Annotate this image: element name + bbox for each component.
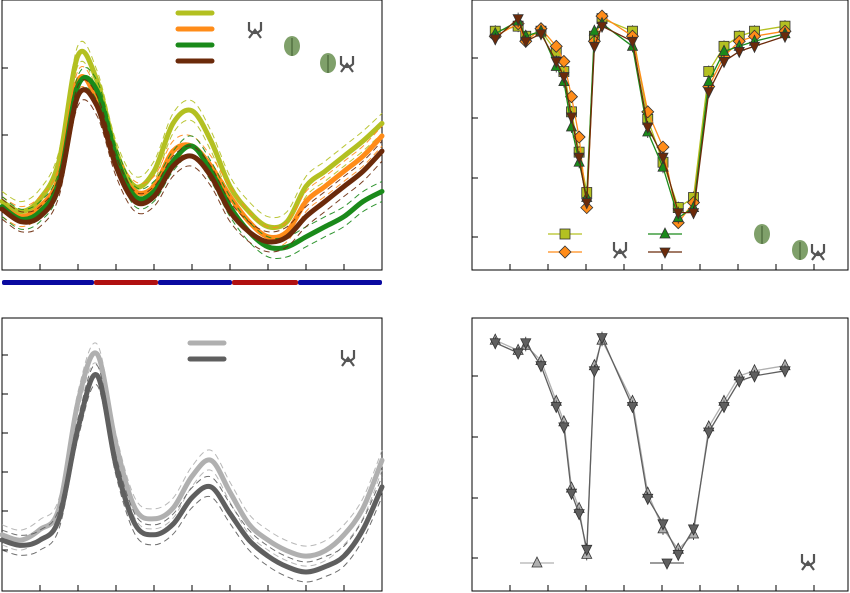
data-point bbox=[512, 14, 524, 26]
panel-top-right-frame bbox=[471, 0, 849, 271]
data-point bbox=[626, 36, 639, 49]
plant-icon bbox=[284, 36, 300, 56]
data-point bbox=[549, 39, 563, 53]
data-point bbox=[573, 152, 585, 165]
series-bottom-left bbox=[0, 342, 385, 583]
data-point bbox=[661, 558, 673, 570]
series-bottom-right bbox=[489, 331, 791, 562]
data-point bbox=[779, 31, 791, 44]
data-point bbox=[558, 245, 572, 259]
data-point bbox=[565, 112, 578, 124]
data-point bbox=[489, 338, 501, 350]
plant-icon bbox=[754, 224, 770, 244]
light-dark-bar bbox=[2, 280, 382, 285]
data-point bbox=[535, 29, 547, 41]
data-point bbox=[642, 122, 654, 134]
data-point bbox=[657, 152, 669, 165]
data-point bbox=[520, 338, 532, 350]
data-point bbox=[642, 493, 654, 506]
series-line bbox=[0, 372, 385, 575]
data-point bbox=[573, 509, 585, 521]
data-point bbox=[748, 41, 761, 54]
insect-icon bbox=[800, 554, 816, 571]
light-dark-segment bbox=[298, 280, 382, 285]
data-point bbox=[596, 21, 608, 34]
series-line bbox=[0, 87, 385, 245]
legend-top-left bbox=[175, 10, 215, 64]
data-point bbox=[672, 550, 684, 562]
light-dark-segment bbox=[232, 280, 298, 285]
insect-icon bbox=[612, 242, 628, 259]
data-point bbox=[588, 24, 601, 36]
insect-icon bbox=[247, 22, 263, 39]
ticks-bottom-right bbox=[472, 375, 815, 591]
series-line bbox=[495, 338, 786, 555]
x-ticks-top-left bbox=[39, 264, 345, 270]
data-point bbox=[535, 361, 547, 373]
data-point bbox=[596, 333, 608, 345]
light-dark-segment bbox=[158, 280, 232, 285]
data-point bbox=[550, 402, 562, 414]
legend-bottom-right bbox=[520, 556, 684, 570]
series-line bbox=[0, 350, 385, 559]
data-point bbox=[703, 87, 715, 99]
series-top-right bbox=[488, 9, 792, 230]
legend-top-right bbox=[548, 227, 682, 259]
data-point bbox=[703, 427, 715, 439]
data-point bbox=[558, 422, 570, 434]
data-point bbox=[672, 208, 684, 220]
data-point bbox=[718, 44, 730, 56]
panel-bottom-right-frame bbox=[471, 317, 849, 592]
light-dark-segment bbox=[2, 280, 94, 285]
data-point bbox=[779, 366, 791, 378]
data-point bbox=[520, 36, 532, 49]
data-point bbox=[550, 57, 562, 69]
data-point bbox=[588, 366, 601, 378]
data-point bbox=[588, 41, 601, 54]
data-point bbox=[657, 519, 669, 531]
insect-icon bbox=[810, 244, 826, 261]
data-point bbox=[703, 74, 715, 86]
data-point bbox=[733, 376, 745, 388]
data-point bbox=[687, 208, 700, 220]
data-point bbox=[626, 402, 639, 414]
series-envelope-lower bbox=[1, 362, 383, 567]
plant-icon bbox=[792, 240, 808, 260]
ticks-top-right bbox=[472, 57, 815, 270]
insect-icon bbox=[339, 56, 355, 73]
series-line bbox=[0, 48, 385, 231]
data-point bbox=[659, 247, 671, 259]
data-point bbox=[531, 556, 543, 568]
data-point bbox=[687, 524, 700, 536]
data-point bbox=[718, 402, 730, 414]
data-point bbox=[659, 227, 671, 239]
data-point bbox=[559, 228, 571, 240]
data-point bbox=[733, 46, 745, 59]
data-point bbox=[748, 371, 761, 383]
series-envelope-upper bbox=[1, 364, 383, 563]
data-point bbox=[581, 544, 593, 557]
series-envelope-upper bbox=[1, 66, 383, 239]
series-top-left bbox=[0, 40, 385, 259]
data-point bbox=[565, 488, 578, 501]
legend-bottom-left bbox=[187, 340, 227, 362]
data-point bbox=[581, 198, 593, 210]
data-point bbox=[512, 348, 524, 360]
plant-icon bbox=[320, 53, 336, 73]
insect-icon bbox=[340, 350, 356, 367]
data-point bbox=[718, 57, 730, 69]
data-point bbox=[489, 34, 501, 46]
light-dark-segment bbox=[94, 280, 158, 285]
data-point bbox=[558, 72, 570, 84]
